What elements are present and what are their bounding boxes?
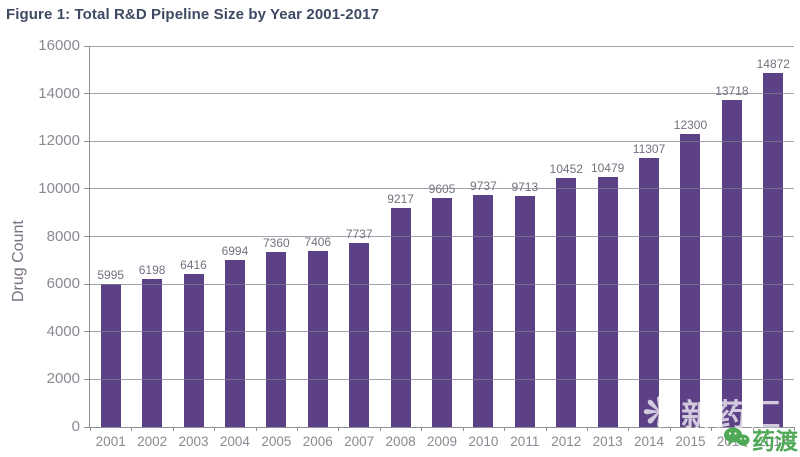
x-tick-0 xyxy=(90,427,91,431)
bar-value-2015: 12300 xyxy=(673,118,708,133)
bar-2006 xyxy=(307,250,328,427)
x-tick-1 xyxy=(131,427,133,431)
x-tick-4 xyxy=(255,427,257,431)
y-axis-label-2000: 2000 xyxy=(46,370,80,388)
bar-2017 xyxy=(763,72,784,427)
bar-value-2016: 13718 xyxy=(715,84,749,99)
x-axis-label-2005: 2005 xyxy=(261,434,292,449)
x-tick-15 xyxy=(711,427,713,431)
bar-value-2001: 5995 xyxy=(97,268,125,283)
bar-2009 xyxy=(432,198,452,427)
x-tick-6 xyxy=(338,427,340,431)
bar-value-2011: 9713 xyxy=(511,179,539,194)
x-tick-16 xyxy=(752,427,754,431)
y-axis-label-12000: 12000 xyxy=(38,132,80,150)
y-tick-8000 xyxy=(84,236,90,237)
x-axis-label-2015: 2015 xyxy=(675,434,706,449)
bar-value-2013: 10479 xyxy=(590,161,625,176)
gridline-12000 xyxy=(90,140,794,142)
y-axis-label-6000: 6000 xyxy=(46,275,80,293)
bar-value-2017: 14872 xyxy=(756,56,790,71)
x-tick-14 xyxy=(669,427,671,431)
bar-value-2004: 6994 xyxy=(221,244,249,259)
x-tick-8 xyxy=(421,427,423,431)
x-axis-label-2007: 2007 xyxy=(344,434,375,449)
y-axis-label-10000: 10000 xyxy=(38,179,80,197)
x-axis-label-2014: 2014 xyxy=(634,434,665,449)
y-axis-label-8000: 8000 xyxy=(46,227,80,245)
y-tick-10000 xyxy=(84,188,90,190)
bar-2003 xyxy=(183,274,204,427)
gridline-16000 xyxy=(90,45,794,47)
bar-2012 xyxy=(556,178,577,427)
bar-2004 xyxy=(224,260,245,427)
bar-value-2007: 7737 xyxy=(345,226,373,241)
gridline-10000 xyxy=(90,188,794,190)
x-axis-label-2006: 2006 xyxy=(302,434,333,449)
bar-2008 xyxy=(390,207,411,427)
y-tick-14000 xyxy=(84,93,90,95)
x-tick-2 xyxy=(172,427,174,431)
gridline-14000 xyxy=(90,93,794,95)
x-tick-5 xyxy=(297,427,299,431)
bar-2011 xyxy=(514,195,535,427)
bar-value-2010: 9737 xyxy=(470,179,497,194)
x-tick-3 xyxy=(214,427,216,431)
bar-value-2006: 7406 xyxy=(304,234,332,249)
x-tick-17 xyxy=(794,427,795,431)
plot-area: 0 2000 4000 6000 8000 10000 12000 14000 16000 599… xyxy=(38,37,795,449)
x-axis-label-2011: 2011 xyxy=(510,434,540,449)
y-axis-label-4000: 4000 xyxy=(46,322,80,340)
x-tick-7 xyxy=(379,427,381,431)
bar-value-2008: 9217 xyxy=(387,191,414,206)
bar-2010 xyxy=(473,195,494,427)
x-axis-label-2016: 2016 xyxy=(716,434,747,449)
x-axis-label-2012: 2012 xyxy=(551,434,582,449)
bar-2014 xyxy=(639,157,660,427)
x-axis-label-2004: 2004 xyxy=(219,434,250,449)
y-axis-label-14000: 14000 xyxy=(38,84,80,102)
x-axis-label-2008: 2008 xyxy=(385,434,416,449)
bar-2001 xyxy=(100,284,121,427)
gridline-6000 xyxy=(90,283,794,285)
bar-value-2012: 10452 xyxy=(549,162,583,177)
bar-2016 xyxy=(721,100,742,427)
chart-title: Figure 1: Total R&D Pipeline Size by Yea… xyxy=(6,6,380,23)
y-axis-label-0: 0 xyxy=(71,418,80,435)
x-tick-11 xyxy=(545,427,547,431)
x-tick-9 xyxy=(462,427,464,431)
y-tick-6000 xyxy=(84,283,90,285)
bar-2007 xyxy=(349,242,370,427)
x-axis-label-2017: 2017 xyxy=(758,434,789,449)
x-tick-13 xyxy=(628,427,630,431)
bar-value-2002: 6198 xyxy=(138,263,166,278)
gridline-4000 xyxy=(90,331,794,333)
y-tick-16000 xyxy=(84,45,90,47)
y-tick-12000 xyxy=(84,140,90,142)
x-axis-label-2002: 2002 xyxy=(137,434,168,449)
x-axis-label-2010: 2010 xyxy=(468,434,499,449)
bar-2005 xyxy=(266,251,287,427)
y-tick-0 xyxy=(84,426,90,428)
bar-2013 xyxy=(597,177,618,427)
y-tick-4000 xyxy=(84,331,90,333)
x-axis-label-2001: 2001 xyxy=(95,434,126,449)
bar-2015 xyxy=(680,134,701,427)
x-axis-label-2009: 2009 xyxy=(426,434,457,449)
x-tick-10 xyxy=(504,427,506,431)
bar-value-2005: 7360 xyxy=(262,235,290,250)
gridline-2000 xyxy=(90,378,794,380)
y-tick-2000 xyxy=(84,378,90,380)
x-axis-label-2013: 2013 xyxy=(592,434,623,449)
bar-value-2003: 6416 xyxy=(180,258,207,273)
gridline-8000 xyxy=(90,236,794,237)
bar-2002 xyxy=(142,279,163,427)
x-axis-label-2003: 2003 xyxy=(178,434,209,449)
bar-value-2014: 11307 xyxy=(632,141,666,156)
y-axis-label-16000: 16000 xyxy=(38,37,80,54)
x-tick-12 xyxy=(586,427,588,431)
